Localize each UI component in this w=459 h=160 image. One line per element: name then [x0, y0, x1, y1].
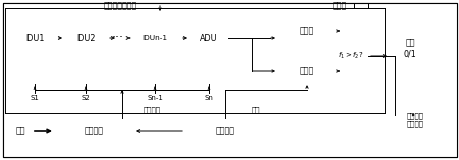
- Text: Sn-1: Sn-1: [147, 95, 162, 101]
- Text: 映射模块: 映射模块: [84, 127, 103, 136]
- Bar: [14, 20, 56, 56]
- Bar: [65, 20, 107, 56]
- Text: IDU1: IDU1: [25, 33, 45, 43]
- Text: S2: S2: [81, 95, 90, 101]
- Polygon shape: [339, 14, 367, 98]
- Text: IDU2: IDU2: [76, 33, 95, 43]
- Text: Sn: Sn: [204, 95, 213, 101]
- Bar: [185, 118, 264, 144]
- Bar: [269, 11, 384, 110]
- Text: 可重构比
特产生器: 可重构比 特产生器: [406, 113, 423, 127]
- Text: 使能: 使能: [252, 107, 260, 113]
- Text: S1: S1: [30, 95, 39, 101]
- Bar: [277, 17, 335, 45]
- Text: 激励: 激励: [15, 127, 25, 136]
- Text: 响应
0/1: 响应 0/1: [403, 38, 415, 58]
- Bar: [277, 57, 335, 85]
- Bar: [5, 8, 384, 113]
- Text: 比较器: 比较器: [332, 1, 347, 11]
- Bar: [190, 20, 228, 56]
- Text: 可重构振荡环路: 可重构振荡环路: [103, 1, 136, 11]
- Text: 计数器: 计数器: [299, 67, 313, 76]
- Text: 寄存器: 寄存器: [299, 27, 313, 36]
- Bar: [130, 20, 179, 56]
- Bar: [55, 118, 133, 144]
- Bar: [10, 14, 262, 84]
- Text: ···: ···: [112, 32, 124, 44]
- Text: $f_1>f_2?$: $f_1>f_2?$: [337, 51, 363, 61]
- Text: ADU: ADU: [200, 33, 218, 43]
- Text: 控制模块: 控制模块: [215, 127, 234, 136]
- Text: IDUn-1: IDUn-1: [142, 35, 167, 41]
- Text: 配置信号: 配置信号: [143, 107, 160, 113]
